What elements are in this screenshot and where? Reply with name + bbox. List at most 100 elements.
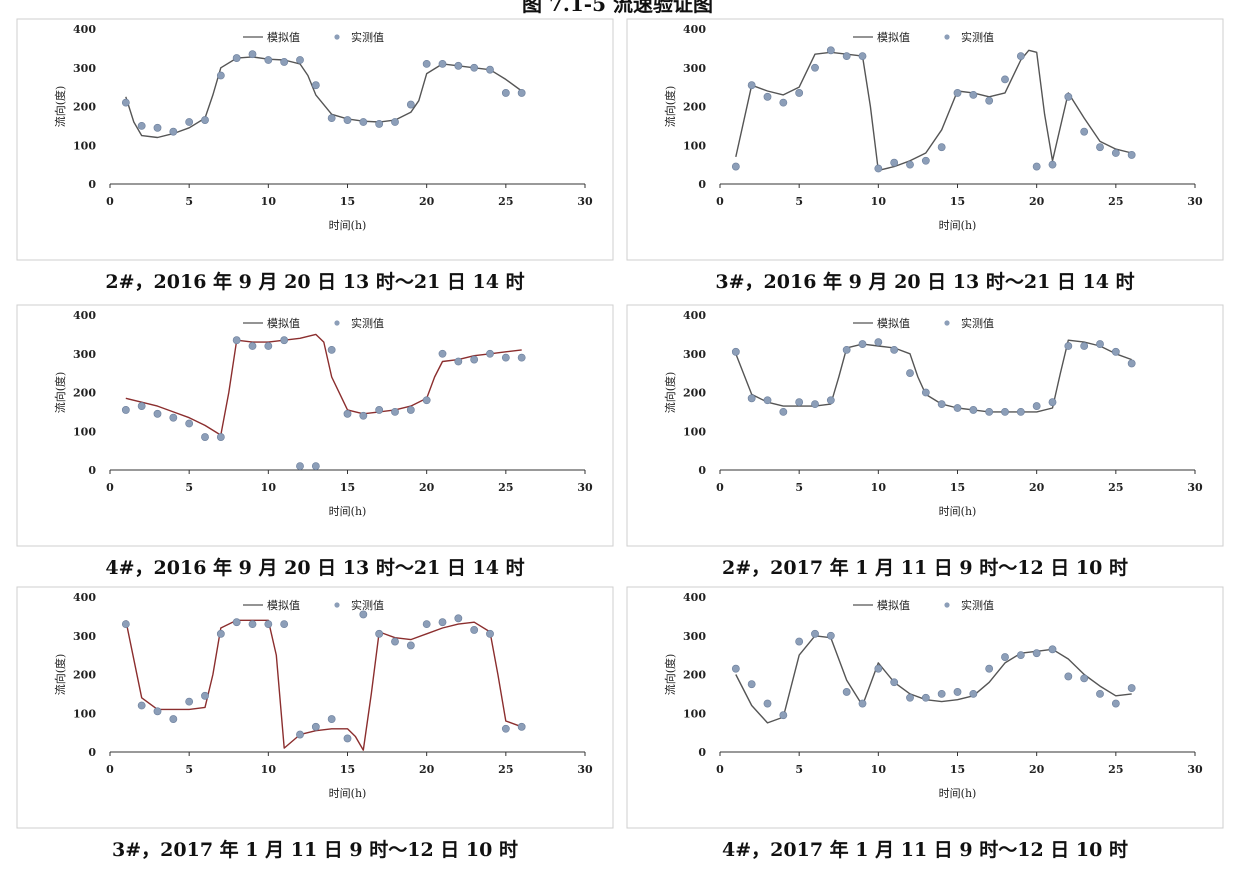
x-tick-label: 20: [1029, 481, 1045, 494]
data-point-observed: [795, 89, 804, 97]
y-tick-label: 0: [698, 178, 706, 191]
data-point-observed: [842, 688, 851, 696]
x-tick-label: 20: [419, 195, 435, 208]
chart-caption: 4#，2016 年 9 月 20 日 13 时～21 日 14 时: [105, 557, 525, 579]
data-point-observed: [343, 116, 352, 124]
chart-panel-5: 0 100 200 300 400 0 5 10 15 20 25 30 时间(h) 流向(度) 模拟值 实测…: [15, 585, 615, 870]
data-point-observed: [137, 121, 146, 130]
data-point-observed: [1127, 684, 1136, 692]
data-point-observed: [1032, 162, 1041, 171]
y-tick-label: 200: [73, 387, 96, 400]
data-point-observed: [185, 118, 194, 126]
data-point-observed: [501, 89, 510, 97]
legend-sim-label: 模拟值: [267, 30, 300, 44]
data-point-observed: [311, 722, 320, 731]
legend-obs-marker: [334, 320, 340, 326]
chart-panel-3: 0 100 200 300 400 0 5 10 15 20 25 30 时间(h) 流向(度) 模拟值 实测…: [15, 303, 615, 588]
data-point-observed: [327, 715, 336, 723]
data-point-observed: [375, 120, 384, 128]
data-point-observed: [731, 347, 740, 356]
x-axis-label: 时间(h): [329, 219, 367, 232]
data-point-observed: [406, 100, 415, 109]
y-tick-label: 100: [73, 425, 96, 438]
x-tick-label: 25: [498, 195, 513, 208]
data-point-observed: [1016, 52, 1025, 61]
data-point-observed: [422, 620, 431, 629]
data-point-observed: [890, 158, 899, 167]
legend-sim-label: 模拟值: [877, 30, 910, 44]
data-point-observed: [811, 63, 819, 72]
data-point-observed: [874, 164, 883, 173]
data-point-observed: [232, 54, 241, 62]
legend-sim-label: 模拟值: [877, 316, 910, 330]
y-tick-label: 400: [683, 309, 706, 322]
legend-sim-label: 模拟值: [267, 598, 300, 612]
data-point-observed: [201, 691, 209, 700]
data-point-observed: [763, 699, 772, 708]
x-tick-label: 10: [261, 763, 277, 776]
y-axis-label: 流向(度): [663, 86, 677, 128]
series-line-simulated: [735, 635, 1132, 724]
x-tick-label: 20: [1029, 195, 1045, 208]
legend-obs-marker: [944, 602, 950, 608]
data-point-observed: [264, 620, 273, 629]
y-tick-label: 0: [88, 178, 96, 191]
y-tick-label: 300: [73, 630, 96, 643]
data-point-observed: [826, 396, 835, 405]
y-tick-label: 0: [698, 746, 706, 759]
data-point-observed: [1096, 340, 1104, 348]
data-point-observed: [280, 58, 289, 66]
y-axis-label: 流向(度): [663, 372, 677, 414]
data-point-observed: [985, 407, 994, 416]
x-tick-label: 10: [871, 195, 887, 208]
data-point-observed: [517, 353, 526, 362]
data-point-observed: [422, 396, 431, 405]
data-point-observed: [842, 52, 851, 61]
y-tick-label: 400: [683, 23, 706, 36]
data-point-observed: [890, 345, 899, 354]
data-point-observed: [264, 56, 273, 64]
y-tick-label: 300: [683, 348, 706, 361]
chart-panel-1: 0 100 200 300 400 0 5 10 15 20 25 30 时间(h) 流向(度) 模拟值 实测…: [15, 17, 615, 302]
x-axis-label: 时间(h): [939, 787, 977, 800]
chart-panel-4: 0 100 200 300 400 0 5 10 15 20 25 30 时间(h) 流向(度) 模拟值 实测…: [625, 303, 1225, 588]
x-tick-label: 5: [185, 481, 193, 494]
data-point-observed: [327, 114, 336, 123]
y-tick-label: 100: [73, 707, 96, 720]
legend-obs-marker: [944, 320, 950, 326]
x-tick-label: 25: [1108, 195, 1123, 208]
data-point-observed: [1001, 407, 1009, 416]
flow-direction-chart-4: 0 100 200 300 400 0 5 10 15 20 25 30 时间(h) 流向(度) 模拟值 实测…: [626, 304, 1224, 547]
x-tick-label: 15: [340, 763, 355, 776]
x-tick-label: 20: [1029, 763, 1045, 776]
data-point-observed: [1080, 342, 1089, 350]
y-axis-label: 流向(度): [53, 372, 67, 414]
data-point-observed: [969, 406, 978, 414]
data-point-observed: [169, 127, 178, 136]
flow-direction-chart-2: 0 100 200 300 400 0 5 10 15 20 25 30 时间(h) 流向(度) 模拟值 实测…: [626, 18, 1224, 261]
data-point-observed: [517, 89, 526, 97]
data-point-observed: [921, 156, 930, 165]
data-point-observed: [391, 118, 399, 126]
x-tick-label: 25: [498, 763, 513, 776]
data-point-observed: [1032, 649, 1041, 658]
data-point-observed: [1032, 402, 1041, 410]
x-axis-label: 时间(h): [939, 505, 977, 518]
y-tick-label: 0: [88, 746, 96, 759]
y-axis-label: 流向(度): [53, 86, 67, 128]
data-point-observed: [232, 336, 241, 345]
data-point-observed: [779, 407, 788, 416]
legend-sim-label: 模拟值: [267, 316, 300, 330]
data-point-observed: [391, 637, 399, 646]
x-tick-label: 20: [419, 763, 435, 776]
x-tick-label: 30: [577, 481, 593, 494]
x-tick-label: 0: [106, 763, 114, 776]
x-tick-label: 25: [498, 481, 513, 494]
x-tick-label: 0: [106, 195, 114, 208]
chart-caption: 3#，2016 年 9 月 20 日 13 时～21 日 14 时: [715, 271, 1135, 293]
x-tick-label: 5: [185, 195, 193, 208]
x-tick-label: 0: [106, 481, 114, 494]
data-point-observed: [826, 631, 835, 640]
legend-obs-label: 实测值: [961, 30, 994, 44]
legend-obs-marker: [334, 602, 340, 608]
